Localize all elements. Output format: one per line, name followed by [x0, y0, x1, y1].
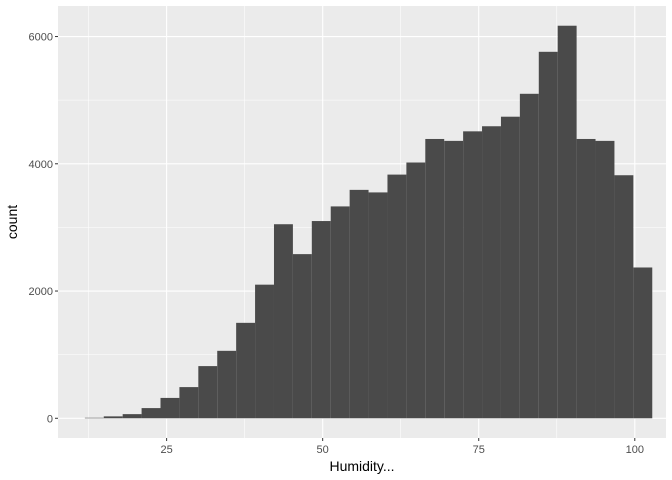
histogram-bar	[160, 397, 180, 419]
histogram-bar	[255, 284, 274, 419]
histogram-bar	[368, 192, 388, 419]
x-tick-label: 100	[626, 444, 644, 456]
histogram-bar	[557, 25, 577, 419]
histogram-bar	[103, 416, 123, 419]
histogram-bar	[198, 366, 218, 419]
histogram-bar	[141, 408, 161, 419]
x-axis: 25 50 75 100	[160, 438, 644, 456]
histogram-bar	[179, 387, 199, 419]
histogram-bar	[463, 131, 483, 419]
histogram-bar	[406, 162, 426, 419]
y-axis-title: count	[4, 205, 20, 239]
x-tick-label: 75	[473, 444, 485, 456]
histogram-bar	[292, 254, 312, 419]
y-tick-label: 0	[47, 413, 53, 425]
histogram-bar	[236, 322, 256, 419]
histogram-bar	[482, 126, 501, 419]
histogram-bar	[217, 350, 237, 419]
histogram-bar	[576, 138, 596, 419]
histogram-bar	[349, 189, 369, 419]
histogram-bar	[387, 174, 407, 419]
y-tick-label: 6000	[29, 32, 53, 44]
histogram-bar	[311, 221, 331, 419]
histogram-bar	[500, 116, 520, 419]
histogram-bar	[273, 224, 293, 419]
histogram-bar	[425, 138, 445, 419]
x-tick-label: 50	[317, 444, 329, 456]
histogram-bar	[538, 51, 558, 419]
y-axis: 0 2000 4000 6000	[29, 32, 58, 425]
histogram-bars	[84, 25, 653, 419]
histogram-bar	[84, 417, 104, 419]
x-axis-title: Humidity...	[329, 458, 394, 474]
histogram-bar	[122, 414, 142, 419]
histogram-bar	[614, 175, 634, 419]
y-tick-label: 4000	[29, 159, 53, 171]
y-tick-label: 2000	[29, 286, 53, 298]
histogram-bar	[633, 267, 653, 419]
histogram-bar	[595, 140, 615, 419]
x-tick-label: 25	[160, 444, 172, 456]
histogram-bar	[444, 140, 464, 419]
histogram-bar	[330, 206, 350, 419]
histogram-bar	[519, 93, 539, 419]
